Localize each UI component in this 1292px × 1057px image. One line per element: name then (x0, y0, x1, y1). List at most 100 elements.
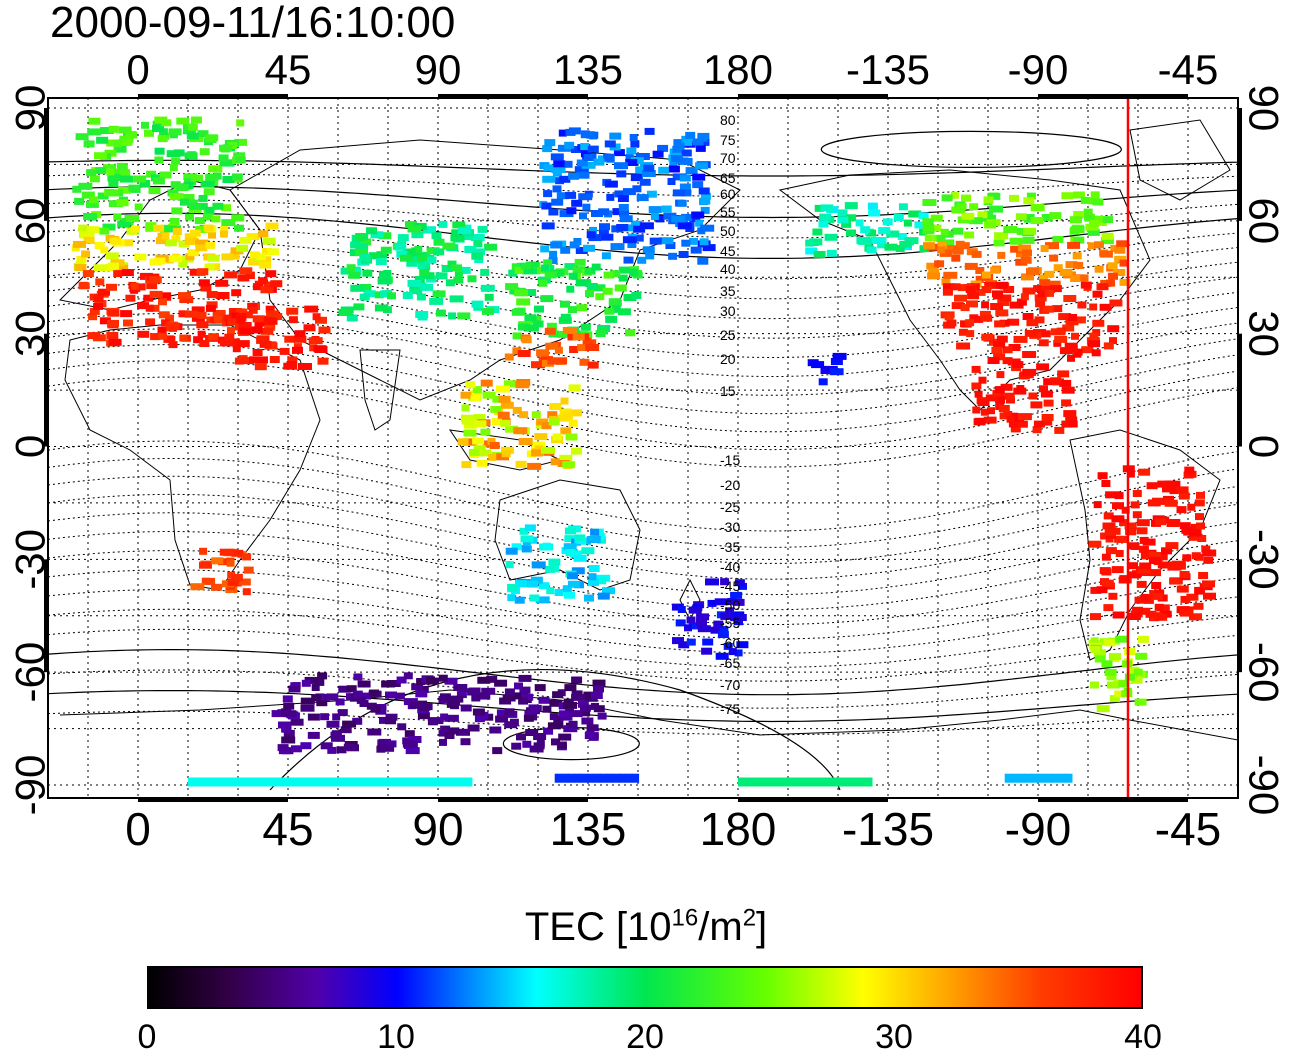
tec-sample (1089, 332, 1099, 340)
tec-sample (453, 276, 464, 284)
tec-sample (227, 327, 235, 335)
tec-sample (1176, 585, 1189, 593)
tec-sample (1022, 236, 1035, 244)
tec-sample (438, 674, 448, 682)
tec-sample (524, 314, 537, 322)
tec-sample (95, 278, 105, 286)
tec-sample (224, 271, 238, 279)
tec-sample (541, 264, 549, 272)
frame-bar (1237, 333, 1242, 447)
tec-sample (473, 240, 483, 248)
tec-sample (263, 317, 278, 325)
tec-sample (187, 151, 197, 159)
tec-sample (457, 227, 471, 235)
tec-sample (591, 263, 601, 271)
tec-sample (461, 417, 474, 425)
tec-sample (117, 220, 131, 228)
tec-sample (229, 252, 240, 260)
tec-sample (534, 305, 544, 313)
tec-sample (588, 565, 600, 572)
tec-sample (941, 194, 953, 202)
tec-sample (367, 728, 382, 736)
tec-sample (1061, 386, 1075, 394)
tec-sample (670, 155, 683, 162)
tec-sample (356, 696, 366, 704)
tec-sample (541, 356, 554, 364)
tec-sample (673, 142, 685, 150)
tec-sample (1000, 294, 1012, 302)
lon-tick-top: 180 (703, 46, 773, 93)
tec-sample (562, 461, 576, 469)
tec-sample (540, 295, 554, 303)
tec-sample (195, 239, 209, 247)
tec-sample (996, 281, 1009, 289)
tec-sample (74, 264, 87, 271)
tec-sample (311, 694, 322, 702)
tec-sample (558, 129, 567, 137)
tec-sample (186, 132, 199, 140)
tec-sample (232, 345, 241, 353)
tec-sample (1045, 289, 1054, 297)
tec-sample (590, 528, 600, 536)
tec-sample (610, 243, 625, 251)
tec-sample (697, 134, 708, 142)
tec-sample (514, 682, 523, 690)
tec-sample (1112, 611, 1125, 619)
tec-sample (684, 624, 692, 632)
tec-sample (544, 139, 556, 147)
tec-sample (1101, 579, 1114, 587)
tec-sample (219, 159, 233, 167)
tec-sample (239, 267, 253, 275)
tec-sample (1097, 472, 1108, 480)
tec-sample (635, 153, 650, 160)
tec-sample (353, 303, 365, 311)
tec-sample (152, 120, 164, 128)
tec-sample (568, 272, 578, 280)
tec-sample (180, 194, 195, 201)
tec-sample (474, 715, 485, 723)
tec-sample (450, 695, 464, 703)
tec-sample (559, 175, 571, 183)
tec-sample (1084, 214, 1095, 222)
tec-sample (236, 316, 246, 324)
tec-sample (498, 395, 511, 403)
tec-sample (725, 607, 735, 615)
tec-sample (350, 284, 365, 292)
tec-sample (942, 283, 955, 291)
tec-sample (531, 449, 544, 457)
tec-sample (179, 296, 194, 304)
tec-sample (541, 446, 555, 454)
tec-sample (536, 418, 549, 426)
tec-sample (567, 773, 575, 783)
tec-sample (567, 409, 582, 417)
tec-sample (560, 300, 570, 308)
tec-sample (581, 717, 594, 725)
tec-sample (308, 337, 323, 345)
tec-sample (460, 704, 472, 712)
tec-sample (593, 705, 605, 713)
tec-sample (477, 676, 491, 684)
tec-sample (1107, 262, 1118, 270)
colorbar-tick: 10 (377, 1018, 415, 1056)
tec-sample (515, 580, 527, 587)
tec-sample (125, 131, 138, 139)
tec-sample (1135, 652, 1148, 660)
tec-sample (720, 612, 730, 620)
tec-sample (301, 679, 311, 687)
tec-sample (575, 247, 588, 254)
tec-sample (208, 165, 223, 173)
tec-sample (451, 229, 460, 237)
tec-sample (314, 678, 325, 686)
tec-sample (429, 717, 444, 725)
tec-sample (541, 202, 552, 210)
tec-sample (1107, 325, 1120, 333)
tec-sample (695, 219, 704, 227)
contour-label: 80 (720, 112, 736, 128)
tec-sample (720, 578, 730, 586)
tec-sample (1103, 639, 1116, 647)
tec-sample (288, 316, 298, 324)
frame-bar (44, 559, 49, 673)
tec-sample (568, 306, 577, 314)
tec-sample (86, 226, 100, 234)
tec-sample (467, 275, 477, 283)
